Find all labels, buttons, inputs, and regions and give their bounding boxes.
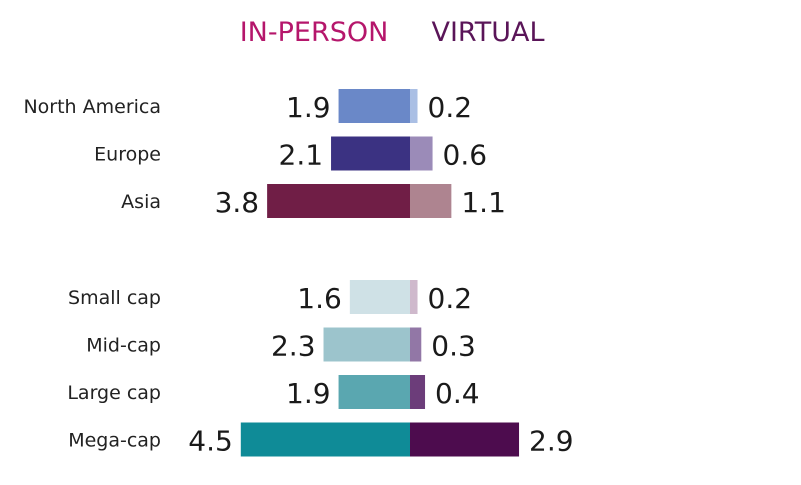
category-label-small-cap: Small cap — [68, 287, 161, 309]
value-virtual-mega-cap: 2.9 — [529, 425, 574, 458]
category-label-large-cap: Large cap — [67, 382, 161, 404]
category-label-asia: Asia — [121, 191, 161, 213]
value-in-person-mid-cap: 2.3 — [271, 330, 316, 363]
value-in-person-large-cap: 1.9 — [286, 377, 331, 410]
bar-virtual-mega-cap — [410, 422, 520, 457]
bar-in-person-europe — [331, 136, 410, 171]
bar-in-person-small-cap — [349, 280, 410, 314]
value-virtual-mid-cap: 0.3 — [431, 330, 476, 363]
category-label-mega-cap: Mega-cap — [68, 430, 161, 452]
bar-in-person-mega-cap — [240, 422, 410, 457]
bar-in-person-mid-cap — [323, 327, 410, 362]
bar-virtual-north-america — [410, 89, 418, 123]
value-virtual-small-cap: 0.2 — [428, 282, 473, 315]
legend-in-person: IN-PERSON — [240, 17, 389, 48]
category-label-north-america: North America — [23, 96, 161, 118]
value-in-person-small-cap: 1.6 — [297, 282, 342, 315]
bar-in-person-large-cap — [338, 375, 410, 409]
bar-virtual-mid-cap — [410, 327, 422, 362]
value-virtual-large-cap: 0.4 — [435, 377, 480, 410]
bar-in-person-asia — [267, 184, 410, 218]
value-in-person-mega-cap: 4.5 — [188, 425, 233, 458]
bar-virtual-small-cap — [410, 280, 418, 314]
bar-in-person-north-america — [338, 89, 410, 123]
legend-virtual: VIRTUAL — [432, 17, 545, 48]
bar-virtual-asia — [410, 184, 452, 218]
category-label-mid-cap: Mid-cap — [86, 335, 161, 357]
value-in-person-asia: 3.8 — [215, 186, 260, 219]
category-label-europe: Europe — [94, 144, 161, 166]
value-in-person-north-america: 1.9 — [286, 91, 331, 124]
bars-layer: North America 1.9 0.2 Europe 2.1 0.6 Asia 3.8 1.… — [23, 89, 574, 458]
value-in-person-europe: 2.1 — [279, 139, 324, 172]
value-virtual-europe: 0.6 — [443, 139, 488, 172]
value-virtual-north-america: 0.2 — [428, 91, 473, 124]
bar-virtual-large-cap — [410, 375, 426, 409]
value-virtual-asia: 1.1 — [461, 186, 506, 219]
bar-virtual-europe — [410, 136, 433, 171]
